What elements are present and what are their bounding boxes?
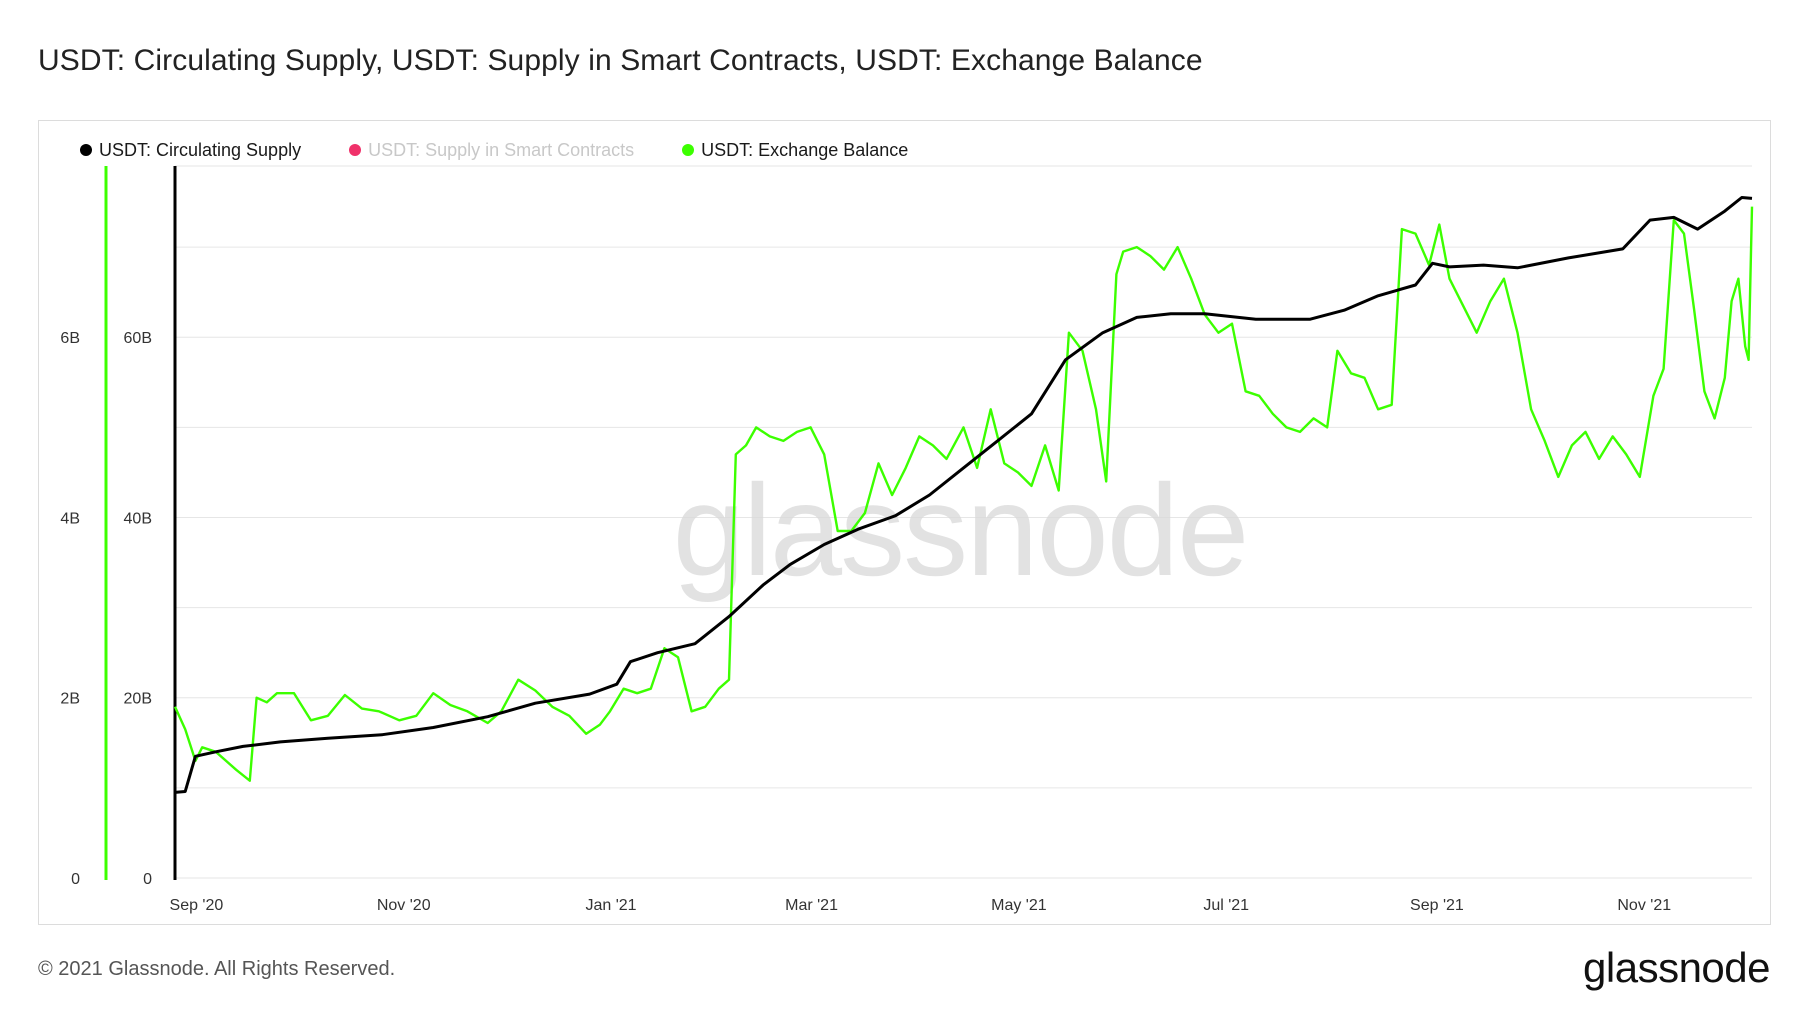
y-tick-label-right: 60B bbox=[124, 330, 152, 347]
x-tick-label: Sep '20 bbox=[170, 897, 224, 914]
legend-label: USDT: Supply in Smart Contracts bbox=[368, 139, 635, 160]
legend-label: USDT: Exchange Balance bbox=[701, 139, 909, 160]
legend-item-smart-contracts[interactable]: USDT: Supply in Smart Contracts bbox=[349, 140, 634, 161]
legend-dot-icon bbox=[682, 144, 695, 156]
legend-item-exchange-balance[interactable]: USDT: Exchange Balance bbox=[682, 140, 908, 161]
legend-dot-icon bbox=[80, 144, 92, 156]
x-tick-label: Nov '21 bbox=[1617, 897, 1671, 914]
chart-title: USDT: Circulating Supply, USDT: Supply i… bbox=[38, 44, 1203, 77]
legend-label: USDT: Circulating Supply bbox=[99, 139, 302, 160]
x-tick-label: Mar '21 bbox=[785, 897, 838, 914]
y-tick-label-left: 4B bbox=[60, 510, 80, 527]
y-tick-label-right: 0 bbox=[143, 871, 152, 888]
x-tick-label: Nov '20 bbox=[377, 897, 431, 914]
y-tick-label-left: 0 bbox=[71, 871, 80, 888]
y-tick-label-left: 2B bbox=[60, 691, 80, 708]
glassnode-logo[interactable]: glassnode bbox=[1583, 944, 1770, 991]
chart-frame bbox=[38, 120, 1771, 925]
x-tick-label: Sep '21 bbox=[1410, 897, 1464, 914]
y-tick-label-right: 20B bbox=[124, 691, 152, 708]
x-tick-label: Jan '21 bbox=[585, 897, 636, 914]
chart-plot[interactable]: glassnode 0 2B 4B 6B 0 20B 40B 60B Sep '20 Nov '20… bbox=[0, 0, 1800, 930]
legend-item-circulating-supply[interactable]: USDT: Circulating Supply bbox=[80, 140, 301, 161]
series-line-exchange-balance[interactable] bbox=[173, 206, 1754, 782]
x-tick-label: May '21 bbox=[991, 897, 1047, 914]
x-tick-label: Jul '21 bbox=[1203, 897, 1249, 914]
y-tick-label-right: 40B bbox=[124, 510, 152, 527]
chart-legend: USDT: Circulating Supply USDT: Supply in… bbox=[80, 138, 956, 162]
copyright-text: © 2021 Glassnode. All Rights Reserved. bbox=[38, 958, 396, 980]
series-line-circulating-supply[interactable] bbox=[174, 196, 1753, 794]
watermark-text: glassnode bbox=[673, 457, 1248, 603]
y-tick-label-left: 6B bbox=[60, 330, 80, 347]
legend-dot-icon bbox=[349, 144, 362, 156]
